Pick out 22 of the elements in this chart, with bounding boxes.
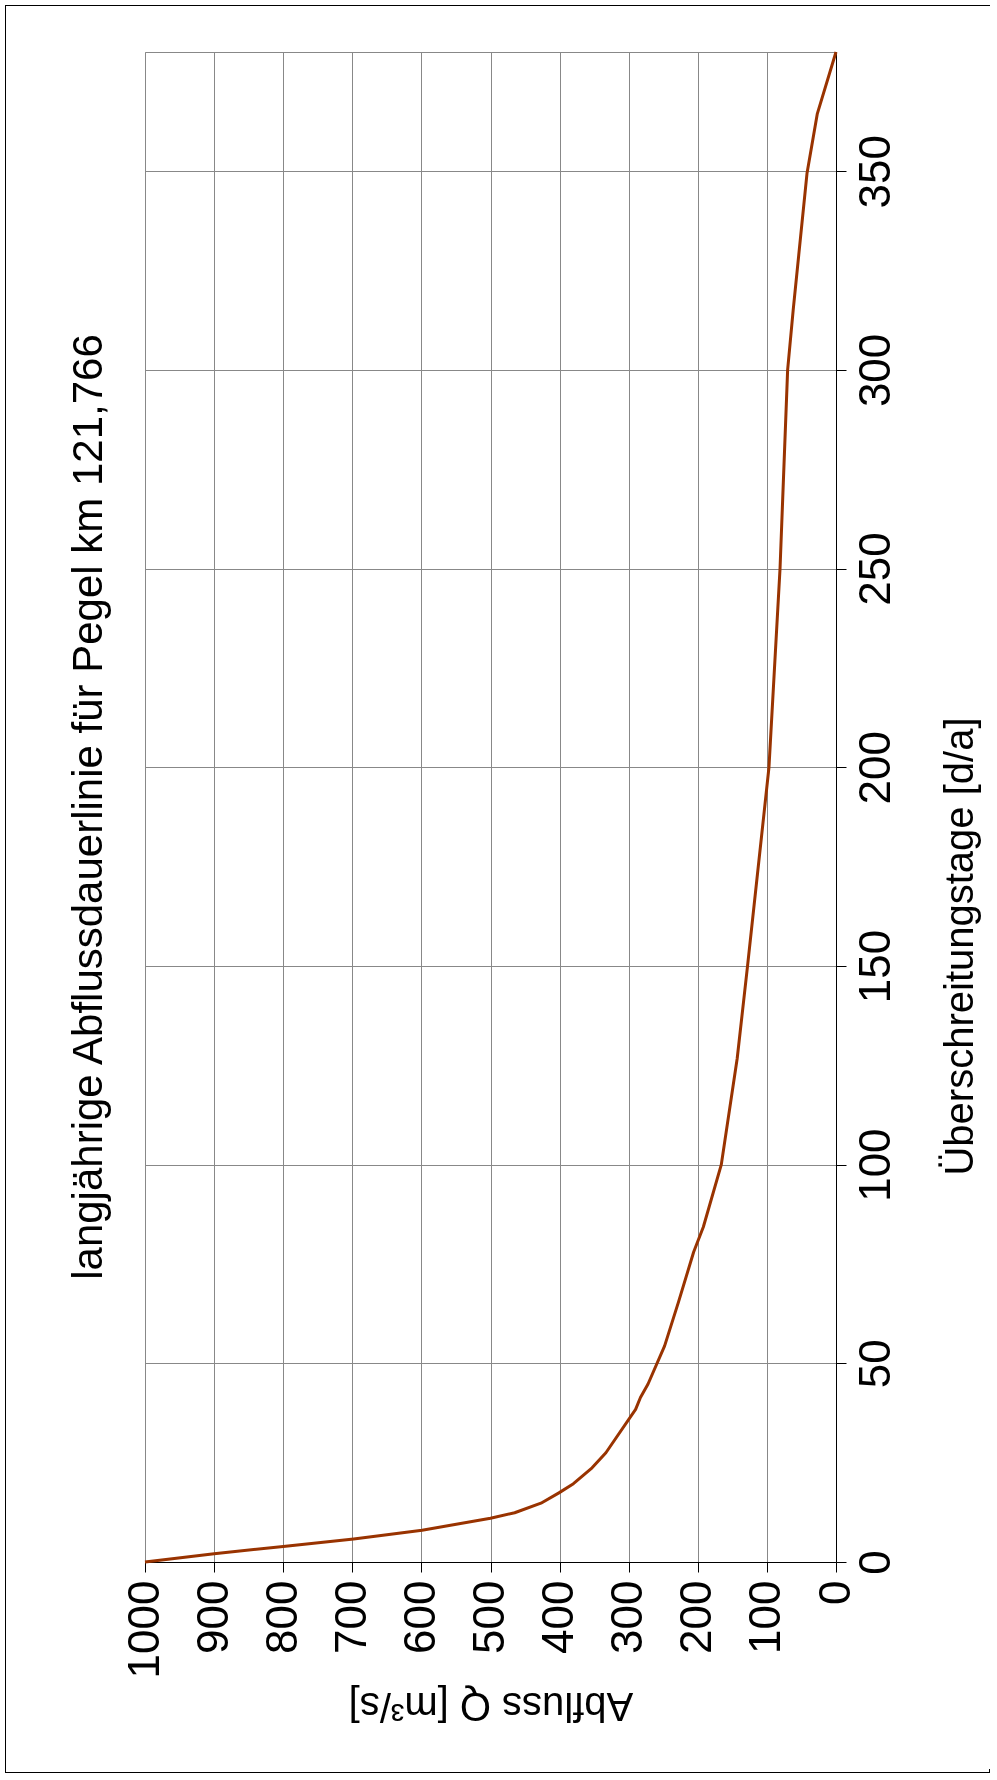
x-tick-label: 200: [671, 1580, 721, 1654]
y-tick-label: 50: [849, 1339, 899, 1389]
x-tick-label: 1000: [118, 1580, 168, 1679]
y-tick-label: 350: [849, 135, 899, 209]
y-tick-label: 0: [849, 1550, 899, 1575]
y-tick-label: 200: [849, 731, 899, 805]
x-tick-label: 300: [602, 1580, 652, 1654]
x-tick-label: 900: [187, 1580, 237, 1654]
y-tick-label: 250: [849, 532, 899, 606]
x-tick-label: 100: [740, 1580, 790, 1654]
x-tick-label: 600: [394, 1580, 444, 1654]
y-tick-label: 300: [849, 333, 899, 408]
x-tick-label: 0: [809, 1580, 859, 1605]
text: langjährige Abflussdauerlinie für Pegel km 121,766: [64, 334, 111, 1280]
y-tick-label: 150: [849, 929, 899, 1004]
y-axis-title: Überschreitungstage [d/a]: [936, 717, 981, 1176]
x-tick-label: 700: [325, 1580, 375, 1654]
x-tick-label: 800: [256, 1580, 306, 1654]
x-axis-title: Abfluss Q [m³/s]: [348, 1684, 634, 1729]
y-tick-label: 100: [849, 1128, 899, 1202]
x-tick-label: 400: [533, 1580, 583, 1654]
x-tick-label: 500: [464, 1580, 513, 1654]
